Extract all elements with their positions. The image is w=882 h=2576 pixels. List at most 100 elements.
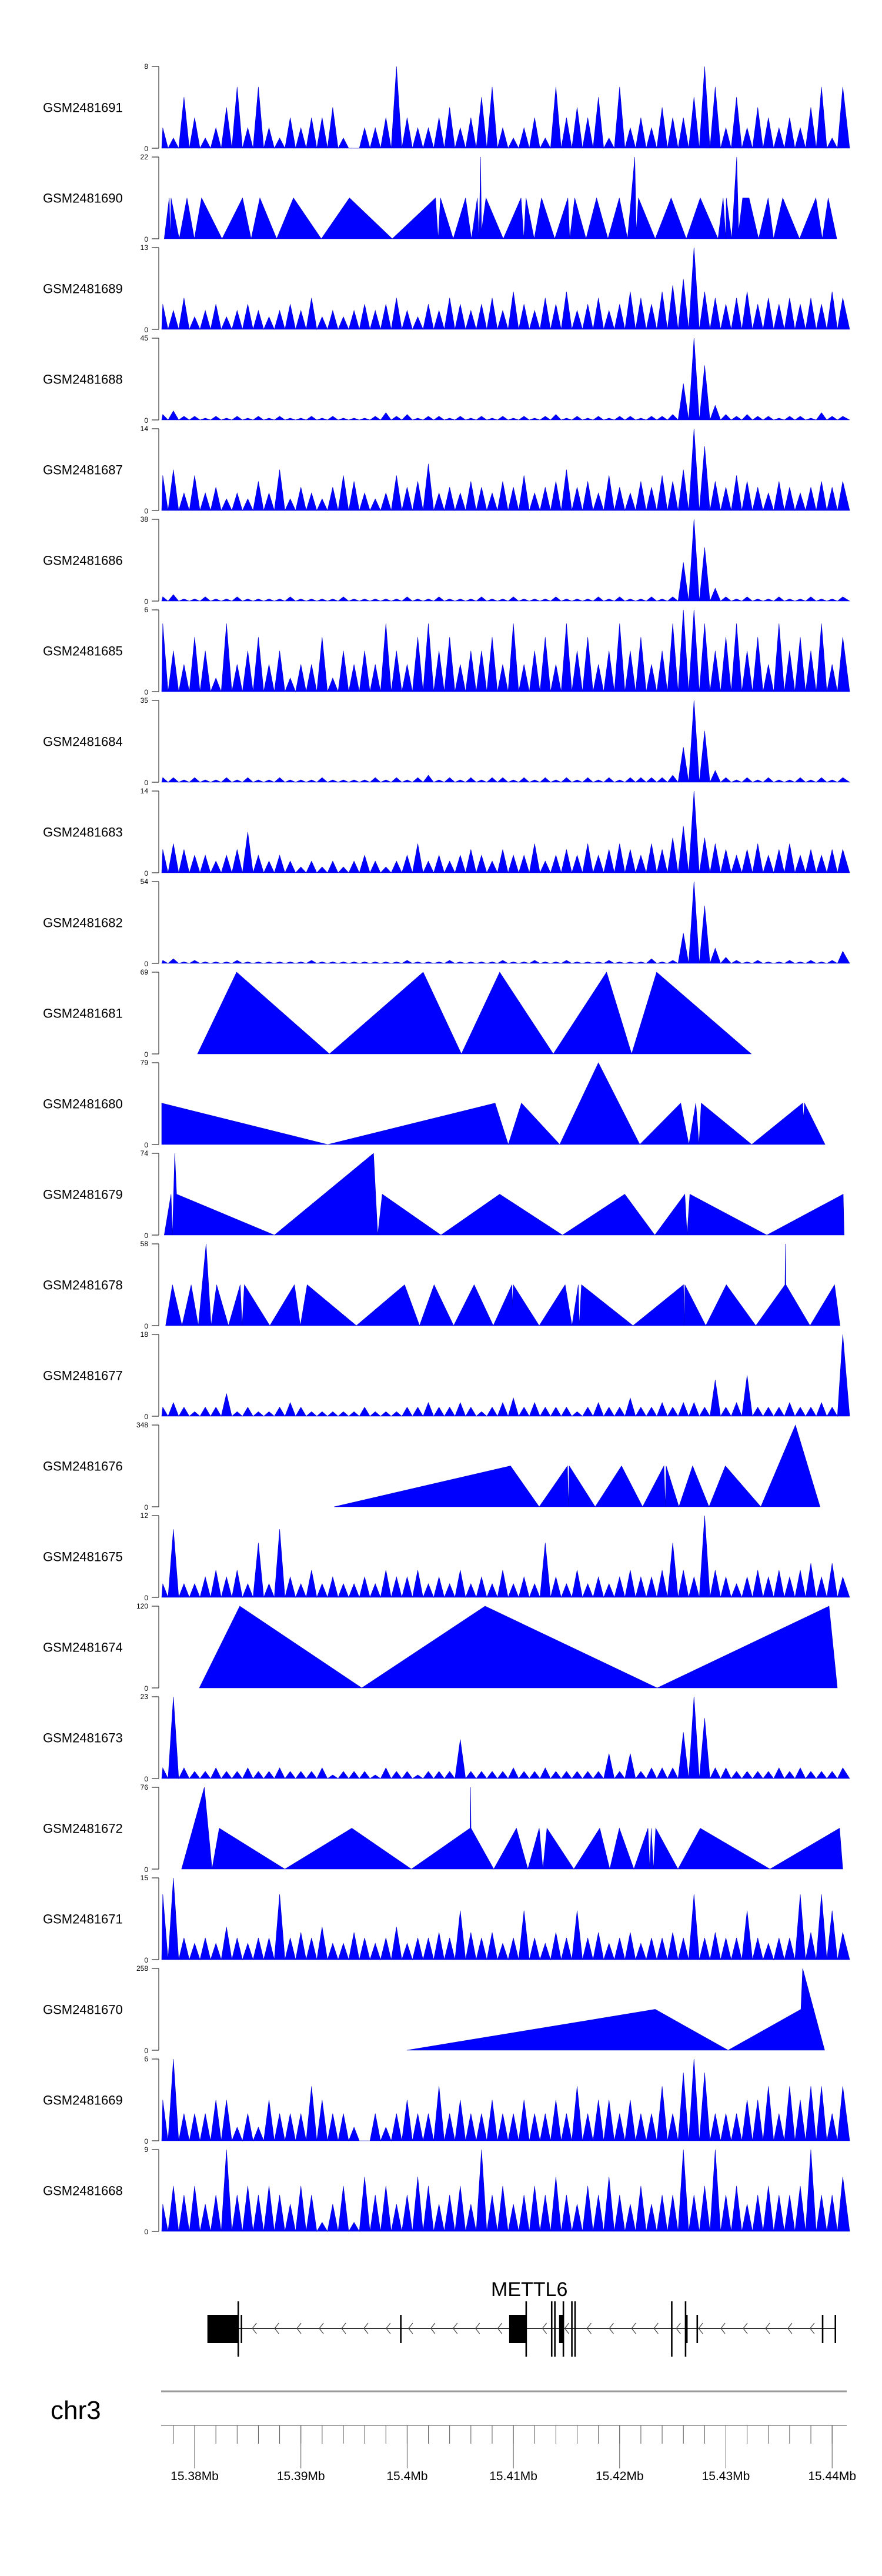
coverage-area	[161, 247, 850, 331]
track-gsm2481685: GSM2481685 6 0	[43, 606, 850, 696]
exon	[240, 2315, 242, 2343]
strand-chevron-icon	[765, 2323, 770, 2334]
y-tick-label-zero: 0	[144, 1956, 148, 1964]
exon	[834, 2315, 837, 2343]
coverage-area	[161, 700, 850, 783]
track-label: GSM2481682	[43, 916, 123, 930]
track-gsm2481684: GSM2481684 35 0	[43, 696, 850, 787]
coverage-area	[161, 1334, 850, 1417]
exon-boundary	[671, 2301, 673, 2357]
y-tick-label-max: 35	[141, 696, 149, 705]
strand-chevron-icon	[363, 2323, 369, 2334]
track-label: GSM2481669	[43, 2093, 123, 2108]
strand-chevron-icon	[609, 2323, 614, 2334]
axis-tick-label: 15.43Mb	[702, 2470, 750, 2483]
strand-chevron-icon	[586, 2323, 592, 2334]
y-tick-label-zero: 0	[144, 2137, 148, 2145]
track-label: GSM2481675	[43, 1550, 123, 1564]
chromosome-label: chr3	[51, 2396, 101, 2425]
track-label: GSM2481678	[43, 1278, 123, 1293]
strand-chevron-icon	[475, 2323, 480, 2334]
y-tick-label-max: 76	[141, 1783, 149, 1791]
strand-chevron-icon	[341, 2323, 346, 2334]
coverage-area	[199, 1606, 838, 1689]
y-tick-label-zero: 0	[144, 1503, 148, 1511]
y-tick-label-max: 15	[141, 1874, 149, 1882]
y-tick-label-zero: 0	[144, 1141, 148, 1149]
track-label: GSM2481690	[43, 191, 123, 206]
y-tick-label-max: 6	[144, 606, 148, 614]
strand-chevron-icon	[720, 2323, 726, 2334]
track-label: GSM2481689	[43, 282, 123, 296]
exon-boundary	[571, 2301, 573, 2357]
strand-chevron-icon	[296, 2323, 302, 2334]
track-label: GSM2481673	[43, 1731, 123, 1746]
y-tick-label-max: 58	[141, 1240, 149, 1248]
coverage-area	[163, 1153, 844, 1236]
y-tick-label-zero: 0	[144, 1775, 148, 1783]
y-tick-label-zero: 0	[144, 1684, 148, 1693]
y-tick-label-max: 12	[141, 1511, 149, 1520]
genome-axis: chr3 15.38Mb 15.39Mb 15.4Mb 15.41Mb 15.42Mb 15…	[51, 2390, 856, 2483]
track-label: GSM2481688	[43, 372, 123, 387]
track-gsm2481675: GSM2481675 12 0	[43, 1511, 850, 1602]
strand-chevron-icon	[542, 2323, 547, 2334]
track-gsm2481681: GSM2481681 69 0	[43, 968, 752, 1059]
y-tick-label-zero: 0	[144, 326, 148, 334]
track-label: GSM2481691	[43, 101, 123, 115]
y-tick-label-zero: 0	[144, 779, 148, 787]
strand-chevron-icon	[743, 2323, 748, 2334]
y-tick-label-zero: 0	[144, 1866, 148, 1874]
track-label: GSM2481674	[43, 1640, 123, 1655]
y-tick-label-max: 258	[136, 1964, 148, 1973]
coverage-area	[161, 519, 851, 602]
axis-tick-label: 15.4Mb	[386, 2470, 427, 2483]
coverage-area	[161, 609, 850, 693]
coverage-area	[161, 881, 850, 964]
y-tick-label-max: 14	[141, 787, 149, 795]
y-tick-label-max: 14	[141, 425, 149, 433]
y-tick-label-max: 23	[141, 1693, 149, 1701]
strand-chevron-icon	[787, 2323, 793, 2334]
y-tick-label-zero: 0	[144, 1594, 148, 1602]
track-gsm2481688: GSM2481688 45 0	[43, 334, 850, 425]
y-tick-label-max: 8	[144, 62, 148, 71]
track-label: GSM2481683	[43, 825, 123, 840]
track-label: GSM2481670	[43, 2003, 123, 2017]
y-tick-label-max: 22	[141, 153, 149, 161]
coverage-area	[161, 790, 850, 874]
y-tick-label-max: 6	[144, 2055, 148, 2063]
coverage-area	[163, 156, 837, 240]
y-tick-label-max: 9	[144, 2145, 148, 2154]
track-label: GSM2481684	[43, 735, 123, 749]
track-label: GSM2481676	[43, 1459, 123, 1474]
track-gsm2481669: GSM2481669 6 0	[43, 2055, 850, 2145]
gene-name-label: METTL6	[491, 2278, 567, 2301]
coverage-area	[161, 338, 850, 421]
y-tick-label-zero: 0	[144, 1050, 148, 1059]
y-tick-label-max: 69	[141, 968, 149, 976]
strand-chevron-icon	[319, 2323, 324, 2334]
strand-chevron-icon	[631, 2323, 636, 2334]
track-gsm2481668: GSM2481668 9 0	[43, 2145, 850, 2236]
track-gsm2481682: GSM2481682 54 0	[43, 877, 850, 968]
track-gsm2481687: GSM2481687 14 0	[43, 425, 850, 515]
track-label: GSM2481681	[43, 1006, 123, 1021]
y-tick-label-max: 38	[141, 515, 149, 523]
exon	[207, 2315, 239, 2343]
coverage-area	[161, 1877, 850, 1961]
coverage-area	[197, 972, 752, 1055]
coverage-area	[165, 1243, 840, 1327]
track-gsm2481674: GSM2481674 120 0	[43, 1602, 838, 1693]
track-gsm2481683: GSM2481683 14 0	[43, 787, 850, 877]
y-tick-label-max: 54	[141, 877, 149, 886]
y-tick-label-zero: 0	[144, 1322, 148, 1330]
track-gsm2481678: GSM2481678 58 0	[43, 1240, 840, 1330]
exon-boundary	[562, 2301, 564, 2357]
track-gsm2481671: GSM2481671 15 0	[43, 1874, 850, 1964]
track-label: GSM2481687	[43, 463, 123, 478]
track-gsm2481677: GSM2481677 18 0	[43, 1330, 850, 1421]
axis-tick-label: 15.41Mb	[489, 2470, 537, 2483]
y-tick-label-zero: 0	[144, 2228, 148, 2236]
track-gsm2481670: GSM2481670 258 0	[43, 1964, 825, 2055]
